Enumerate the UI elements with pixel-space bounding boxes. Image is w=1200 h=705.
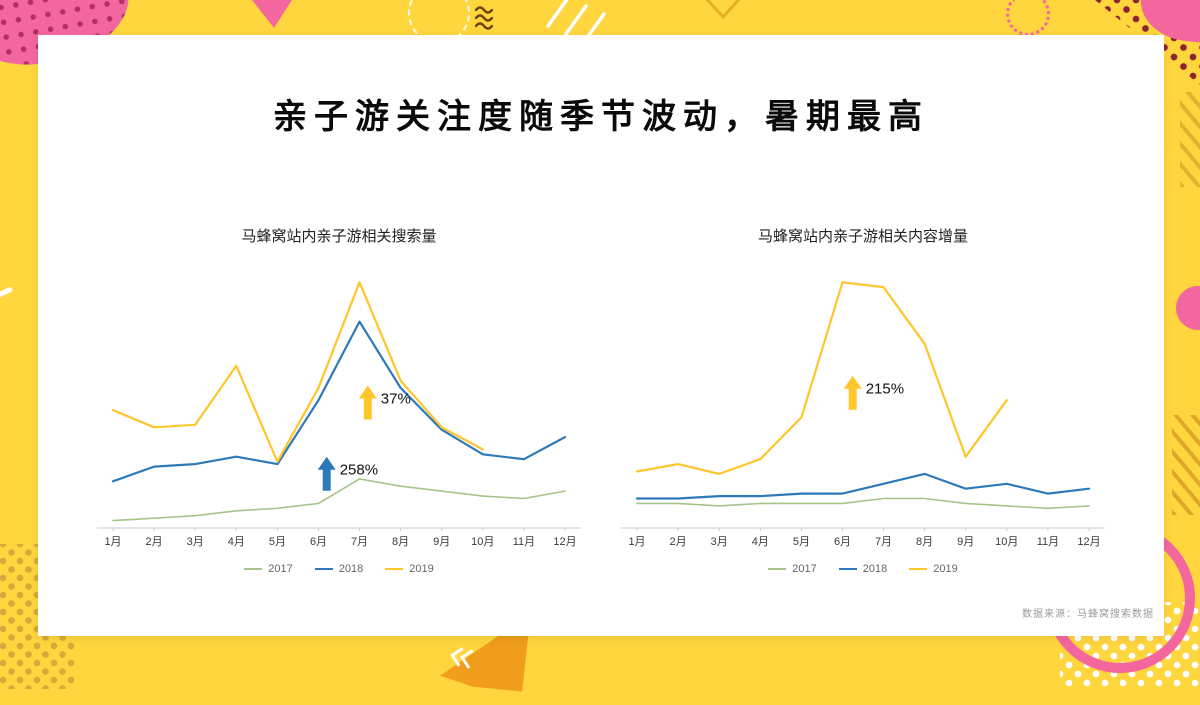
x-tick-label: 5月 bbox=[269, 536, 286, 548]
legend-item-2017: 2017 bbox=[244, 563, 293, 575]
decoration-pink-halfcircle bbox=[1176, 286, 1200, 330]
legend-label: 2019 bbox=[933, 563, 958, 575]
slide-title: 亲子游关注度随季节波动，暑期最高 bbox=[273, 98, 929, 136]
x-tick-label: 1月 bbox=[628, 536, 645, 548]
decoration-stripes-right bbox=[1172, 415, 1200, 515]
legend-swatch bbox=[909, 568, 928, 570]
x-tick-label: 12月 bbox=[1077, 536, 1100, 548]
annotation-arrow bbox=[358, 385, 377, 420]
legend-item-2018: 2018 bbox=[838, 563, 888, 575]
x-tick-label: 6月 bbox=[834, 536, 851, 548]
x-tick-label: 7月 bbox=[875, 536, 892, 548]
annotation-label: 37% bbox=[381, 391, 411, 408]
legend-swatch bbox=[244, 568, 263, 570]
legend-swatch bbox=[838, 568, 857, 570]
x-tick-label: 6月 bbox=[310, 536, 327, 548]
legend-swatch bbox=[768, 568, 787, 570]
decoration-triangle-outline bbox=[705, 0, 741, 20]
annotation-arrow bbox=[843, 375, 862, 410]
line-chart-search-volume: 1月 2月 3月 4月 5月 6月 7月 8月 9月 10月 11月 12月 258% 37% bbox=[97, 281, 581, 548]
series-line-2017 bbox=[636, 497, 1090, 510]
chart-legend: 2017 2018 2019 bbox=[89, 563, 589, 575]
x-tick-label: 11月 bbox=[1037, 536, 1059, 548]
annotation-arrow bbox=[317, 456, 336, 491]
chart-title-content-growth: 马蜂窝站内亲子游相关内容增量 bbox=[757, 228, 968, 245]
legend-label: 2017 bbox=[792, 563, 817, 575]
x-tick-label: 7月 bbox=[351, 536, 368, 548]
legend-item-2017: 2017 bbox=[768, 563, 817, 575]
legend-item-2019: 2019 bbox=[909, 563, 958, 575]
legend-swatch bbox=[314, 568, 333, 570]
x-tick-label: 9月 bbox=[957, 536, 974, 548]
legend-label: 2018 bbox=[862, 563, 888, 575]
chart-legend: 2017 2018 2019 bbox=[613, 563, 1113, 575]
data-source-note: 数据来源：马蜂窝搜索数据 bbox=[1022, 609, 1154, 620]
x-tick-label: 10月 bbox=[471, 536, 494, 548]
annotation-label: 258% bbox=[340, 462, 378, 479]
x-tick-label: 4月 bbox=[752, 536, 769, 548]
chart-search-volume: 马蜂窝站内亲子游相关搜索量 1月 2月 3月 4月 5月 6月 7月 8月 9月 10月 11月 12… bbox=[89, 226, 589, 575]
legend-swatch bbox=[385, 568, 404, 570]
x-tick-label: 3月 bbox=[711, 536, 728, 548]
x-tick-label: 10月 bbox=[995, 536, 1018, 548]
decoration-pink-triangle bbox=[252, 0, 292, 28]
x-tick-label: 2月 bbox=[146, 536, 163, 548]
legend-label: 2019 bbox=[409, 563, 434, 575]
x-tick-label: 5月 bbox=[793, 536, 810, 548]
series-line-2017 bbox=[112, 478, 566, 522]
x-tick-label: 3月 bbox=[187, 536, 204, 548]
decoration-stripes-top-right bbox=[1180, 92, 1200, 187]
annotation-label: 215% bbox=[866, 381, 904, 398]
x-tick-label: 9月 bbox=[433, 536, 450, 548]
chart-title-search-volume: 马蜂窝站内亲子游相关搜索量 bbox=[241, 228, 437, 245]
x-tick-label: 1月 bbox=[104, 536, 121, 548]
chart-content-growth: 马蜂窝站内亲子游相关内容增量 1月 2月 3月 4月 5月 6月 7月 8月 9月 10月 11月 1… bbox=[613, 226, 1113, 575]
legend-item-2019: 2019 bbox=[385, 563, 434, 575]
legend-item-2018: 2018 bbox=[314, 563, 364, 575]
slide-card: 亲子游关注度随季节波动，暑期最高 马蜂窝站内亲子游相关搜索量 1月 2月 3月 4月 5… bbox=[38, 35, 1164, 636]
series-line-2018 bbox=[111, 320, 567, 483]
line-chart-content-growth: 1月 2月 3月 4月 5月 6月 7月 8月 9月 10月 11月 12月 215% bbox=[621, 281, 1105, 548]
decoration-white-chevrons-icon bbox=[450, 647, 474, 669]
x-tick-label: 12月 bbox=[553, 536, 576, 548]
series-line-2019 bbox=[111, 281, 484, 463]
series-line-2018 bbox=[635, 472, 1091, 500]
x-tick-label: 11月 bbox=[513, 536, 535, 548]
series-line-2019 bbox=[635, 281, 1008, 475]
x-tick-label: 8月 bbox=[916, 536, 933, 548]
charts-row: 马蜂窝站内亲子游相关搜索量 1月 2月 3月 4月 5月 6月 7月 8月 9月 10月 11月 12… bbox=[38, 226, 1164, 575]
legend-label: 2017 bbox=[268, 563, 293, 575]
x-tick-label: 8月 bbox=[392, 536, 409, 548]
x-tick-label: 2月 bbox=[670, 536, 687, 548]
legend-label: 2018 bbox=[338, 563, 364, 575]
x-tick-label: 4月 bbox=[228, 536, 245, 548]
decoration-dotted-circle bbox=[1006, 0, 1050, 36]
decoration-white-dash bbox=[0, 286, 14, 299]
decoration-squiggle-icon bbox=[474, 6, 494, 30]
